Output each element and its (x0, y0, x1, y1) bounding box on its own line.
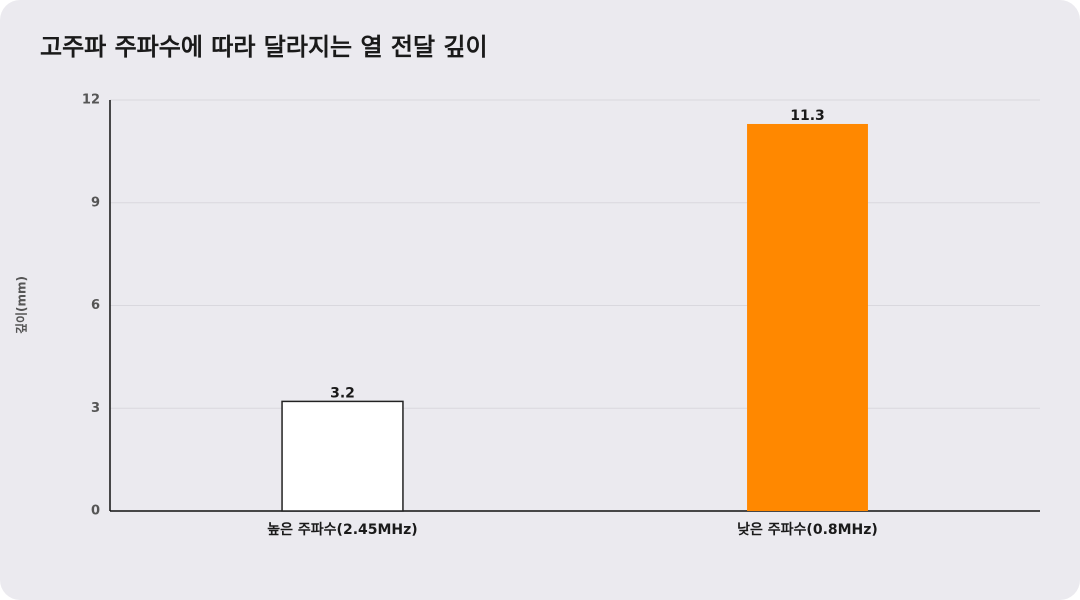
chart-title: 고주파 주파수에 따라 달라지는 열 전달 깊이 (40, 33, 488, 61)
y-tick-label: 9 (91, 195, 100, 210)
x-tick-label: 높은 주파수(2.45MHz) (267, 522, 417, 538)
bar (747, 123, 868, 511)
y-tick-label: 3 (91, 401, 100, 416)
y-tick-label: 0 (91, 504, 100, 519)
y-axis-label: 깊이(mm) (14, 276, 29, 334)
value-label: 11.3 (790, 108, 825, 124)
y-tick-label: 6 (91, 298, 100, 313)
bar (281, 400, 404, 512)
y-tick-label: 12 (82, 93, 100, 108)
value-label: 3.2 (330, 385, 355, 401)
x-tick-label: 낮은 주파수(0.8MHz) (737, 522, 878, 538)
